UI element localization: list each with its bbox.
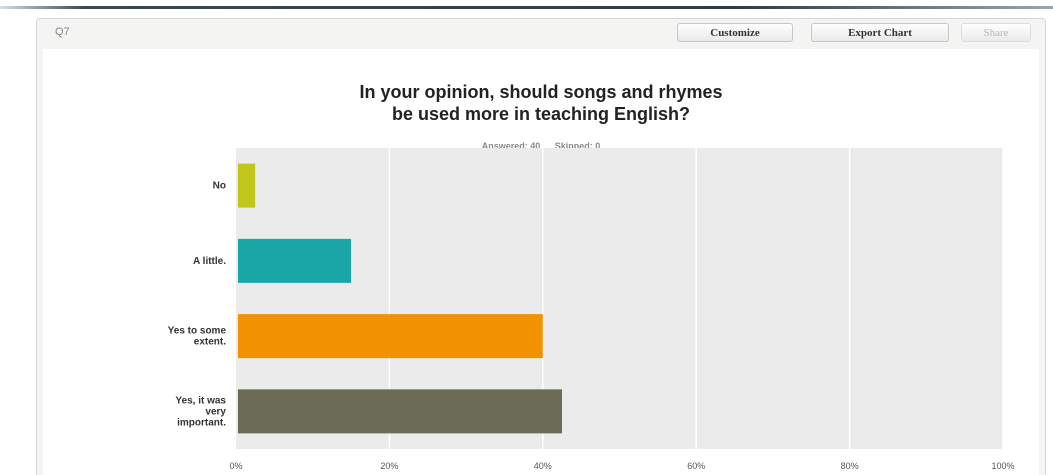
category-label: A little.: [193, 256, 226, 267]
export-chart-button[interactable]: Export Chart: [811, 23, 949, 42]
x-tick-label: 80%: [841, 461, 859, 471]
x-tick-label: 60%: [687, 461, 705, 471]
category-label: Yes to some: [168, 326, 227, 337]
share-button[interactable]: Share: [961, 23, 1031, 42]
bar-chart: 0% 20% 40% 60% 80% 100% No A little. Yes to some…: [168, 148, 1015, 471]
category-label: extent.: [194, 337, 226, 348]
category-label: Yes, it was: [175, 395, 226, 406]
question-number: Q7: [55, 26, 70, 38]
x-tick-label: 20%: [380, 461, 398, 471]
bar: [238, 163, 256, 208]
category-label: very: [205, 406, 226, 417]
category-label: important.: [177, 417, 226, 428]
question-panel: Q7 Customize Export Chart Share In your …: [36, 18, 1046, 475]
panel-header: Q7 Customize Export Chart Share: [37, 19, 1045, 45]
top-rule: [0, 6, 1053, 9]
bar: [238, 389, 562, 434]
x-tick-label: 100%: [991, 461, 1014, 471]
skipped-count: Skipped: 0: [554, 141, 601, 151]
chart-title-line-1: In your opinion, should songs and rhymes: [359, 82, 723, 102]
customize-button[interactable]: Customize: [677, 23, 793, 42]
category-label: No: [213, 181, 226, 192]
x-tick-label: 0%: [229, 461, 242, 471]
x-tick-label: 40%: [534, 461, 552, 471]
bar: [238, 314, 543, 359]
response-stats: Answered: 40 Skipped: 0: [43, 141, 1039, 151]
chart-title: In your opinion, should songs and rhymes…: [43, 81, 1039, 125]
bar: [238, 238, 352, 283]
chart-card: In your opinion, should songs and rhymes…: [43, 49, 1039, 475]
answered-count: Answered: 40: [481, 141, 541, 151]
chart-title-line-2: be used more in teaching English?: [391, 104, 691, 124]
